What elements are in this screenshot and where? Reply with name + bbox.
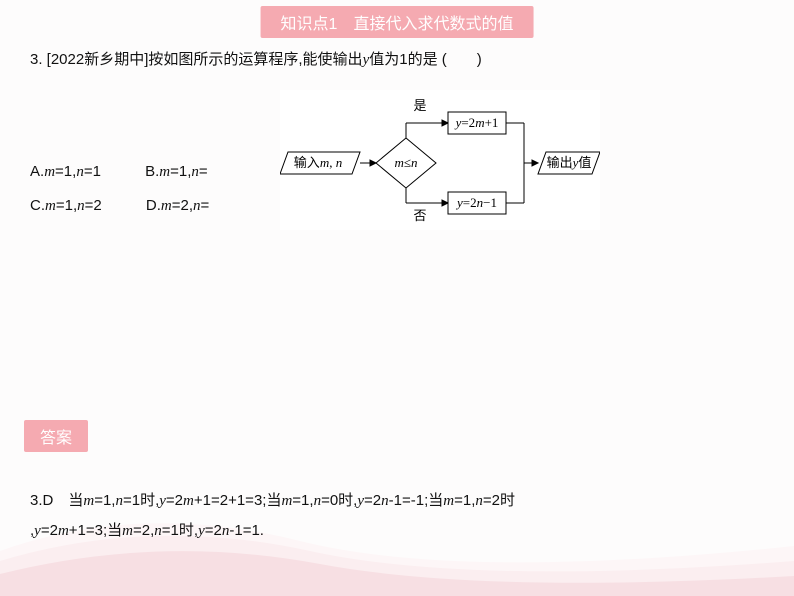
- svg-text:m≤n: m≤n: [394, 155, 417, 170]
- answer-header: 答案: [24, 420, 88, 452]
- svg-text:输入m, n: 输入m, n: [294, 155, 342, 170]
- svg-text:输出y值: 输出y值: [547, 155, 592, 170]
- answer-line-1: 3.D 当m=1,n=1时,y=2m+1=2+1=3;当m=1,n=0时,y=2…: [30, 486, 764, 516]
- flow-no: 否: [413, 208, 426, 223]
- option-b: B.m=1,n=: [145, 163, 208, 180]
- svg-text:y=2m+1: y=2m+1: [454, 115, 499, 130]
- option-c: C.m=1,n=2: [30, 197, 102, 214]
- knowledge-point-header: 知识点1 直接代入求代数式的值: [261, 6, 534, 38]
- flow-input-n: n: [336, 155, 343, 170]
- question-text: 3. [2022新乡期中]按如图所示的运算程序,能使输出y值为1的是 ( ): [30, 48, 482, 69]
- options-row-1: A.m=1,n=1 B.m=1,n=: [30, 155, 209, 189]
- flow-output-post: 值: [578, 155, 591, 170]
- answer-options: A.m=1,n=1 B.m=1,n= C.m=1,n=2 D.m=2,n=: [30, 155, 209, 223]
- answer-label: 答案: [40, 430, 72, 447]
- flow-cond-n: n: [411, 155, 418, 170]
- flow-input-pre: 输入: [294, 155, 320, 170]
- answer-explanation: 3.D 当m=1,n=1时,y=2m+1=2+1=3;当m=1,n=0时,y=2…: [30, 486, 764, 546]
- option-d: D.m=2,n=: [146, 197, 209, 214]
- svg-text:y=2n−1: y=2n−1: [455, 195, 497, 210]
- flow-cond-m: m: [394, 155, 403, 170]
- flow-cond-op: ≤: [404, 155, 411, 170]
- header-text: 知识点1 直接代入求代数式的值: [281, 16, 514, 33]
- question-prefix: 3. [2022新乡期中]按如图所示的运算程序,能使输出: [30, 51, 363, 68]
- flow-output-pre: 输出: [547, 155, 573, 170]
- answer-line-2: ,y=2m+1=3;当m=2,n=1时,y=2n-1=1.: [30, 516, 764, 546]
- options-row-2: C.m=1,n=2 D.m=2,n=: [30, 189, 209, 223]
- flowchart-diagram: 输入m, n m≤n 是 否 y=2m+1 y=2n−1 输出y值: [280, 90, 600, 230]
- flow-yes: 是: [413, 98, 426, 113]
- flow-input-m: m: [320, 155, 329, 170]
- question-suffix: 值为1的是 ( ): [369, 51, 482, 68]
- option-a: A.m=1,n=1: [30, 163, 101, 180]
